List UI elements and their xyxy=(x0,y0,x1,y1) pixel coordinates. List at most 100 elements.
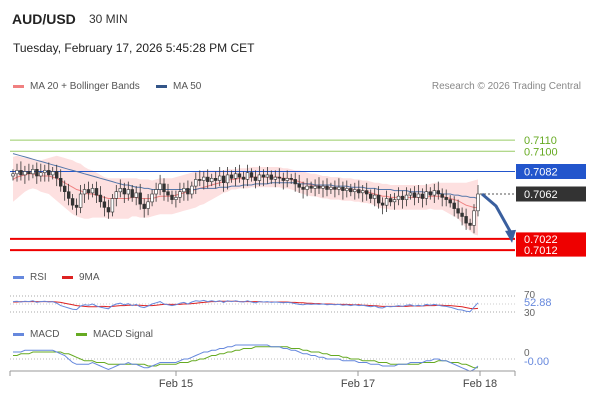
candle xyxy=(353,189,357,193)
candle xyxy=(39,172,43,177)
datetime-label: Tuesday, February 17, 2026 5:45:28 PM CE… xyxy=(13,41,255,55)
candle xyxy=(27,171,31,175)
candle xyxy=(150,193,154,203)
candle xyxy=(345,188,349,191)
support-2-label: 0.7012 xyxy=(524,245,558,257)
legend-macd-signal-label: MACD Signal xyxy=(93,329,154,340)
rsi-upper-label: 70 xyxy=(524,290,536,301)
candle xyxy=(178,191,182,198)
candle xyxy=(424,191,428,199)
candle xyxy=(170,194,174,200)
candle xyxy=(357,189,361,194)
candle xyxy=(269,174,273,180)
candle xyxy=(440,193,444,198)
candle xyxy=(285,178,289,181)
candle xyxy=(130,189,134,198)
candle xyxy=(309,185,313,189)
candle xyxy=(404,194,409,200)
macd-signal-swatch-icon xyxy=(76,333,87,336)
candle xyxy=(428,191,432,196)
candle xyxy=(126,189,131,195)
candle xyxy=(329,186,333,190)
candle xyxy=(384,198,389,206)
candle xyxy=(432,190,436,196)
candle xyxy=(444,197,448,200)
candle xyxy=(436,190,440,195)
rsi-lower-label: 30 xyxy=(524,308,536,319)
candle xyxy=(349,188,353,193)
resistance-1-label: 0.7100 xyxy=(524,146,558,158)
candle xyxy=(460,212,464,217)
candle xyxy=(297,183,301,188)
candle xyxy=(368,193,373,199)
candle xyxy=(281,178,285,181)
candle xyxy=(317,185,321,189)
ma20-line xyxy=(12,173,478,208)
candle xyxy=(233,173,238,179)
candle xyxy=(337,186,341,190)
candle xyxy=(372,194,377,199)
candle xyxy=(67,191,71,199)
candle xyxy=(301,186,305,190)
candle xyxy=(472,210,476,226)
candle xyxy=(249,172,254,178)
candle xyxy=(190,185,194,195)
candle xyxy=(74,204,79,208)
candle xyxy=(98,194,103,203)
candle xyxy=(31,169,35,175)
candle xyxy=(142,203,146,209)
candle xyxy=(194,179,198,187)
resistance-2-label: 0.7110 xyxy=(524,135,557,147)
candle xyxy=(241,176,246,180)
candle xyxy=(273,176,277,180)
candle xyxy=(253,176,258,181)
candle xyxy=(114,191,119,199)
candle xyxy=(198,179,202,181)
candle xyxy=(23,171,27,176)
candle xyxy=(202,176,206,181)
candle xyxy=(261,174,266,178)
candle xyxy=(392,199,397,203)
candle xyxy=(94,188,99,196)
legend-rsi: RSI xyxy=(13,272,47,283)
x-axis: Feb 15 Feb 17 Feb 18 xyxy=(9,370,516,390)
macd-swatch-icon xyxy=(13,333,24,336)
ma50-line xyxy=(12,153,479,199)
candle xyxy=(51,171,55,176)
candle xyxy=(146,201,150,209)
macd-zero-label: 0 xyxy=(524,348,530,359)
candle xyxy=(380,202,385,206)
candle xyxy=(225,174,230,184)
candle xyxy=(54,171,59,179)
candle xyxy=(400,195,405,200)
legend-ma20: MA 20 + Bollinger Bands xyxy=(13,81,140,92)
candle xyxy=(102,201,107,208)
candle xyxy=(35,169,39,177)
candle xyxy=(452,202,456,209)
candle xyxy=(305,185,309,190)
candle xyxy=(218,175,222,181)
candle xyxy=(118,188,123,193)
support-1-label: 0.7022 xyxy=(524,234,558,246)
candle xyxy=(122,188,127,195)
legend-ma20-label: MA 20 + Bollinger Bands xyxy=(30,81,140,92)
legend-macd-label: MACD xyxy=(30,329,60,340)
candle xyxy=(412,192,417,198)
candle xyxy=(325,185,329,190)
x-tick-label-feb18: Feb 18 xyxy=(463,378,497,390)
forecast-arrow-head xyxy=(505,229,516,243)
legend-rsi-ma-label: 9MA xyxy=(79,272,100,283)
forecast-arrow xyxy=(481,192,516,243)
candle xyxy=(313,185,317,189)
symbol-title: AUD/USD xyxy=(12,11,76,27)
legend-rsi-ma: 9MA xyxy=(62,272,100,283)
legend-macd: MACD xyxy=(13,329,59,340)
legend-ma50-label: MA 50 xyxy=(173,81,202,92)
candle xyxy=(229,174,234,179)
x-tick-label-feb15: Feb 15 xyxy=(159,378,193,390)
candle xyxy=(62,185,67,193)
candle xyxy=(206,176,210,182)
rsi-panel: 70 52.88 30 xyxy=(10,290,552,319)
legend-macd-signal: MACD Signal xyxy=(76,329,153,340)
